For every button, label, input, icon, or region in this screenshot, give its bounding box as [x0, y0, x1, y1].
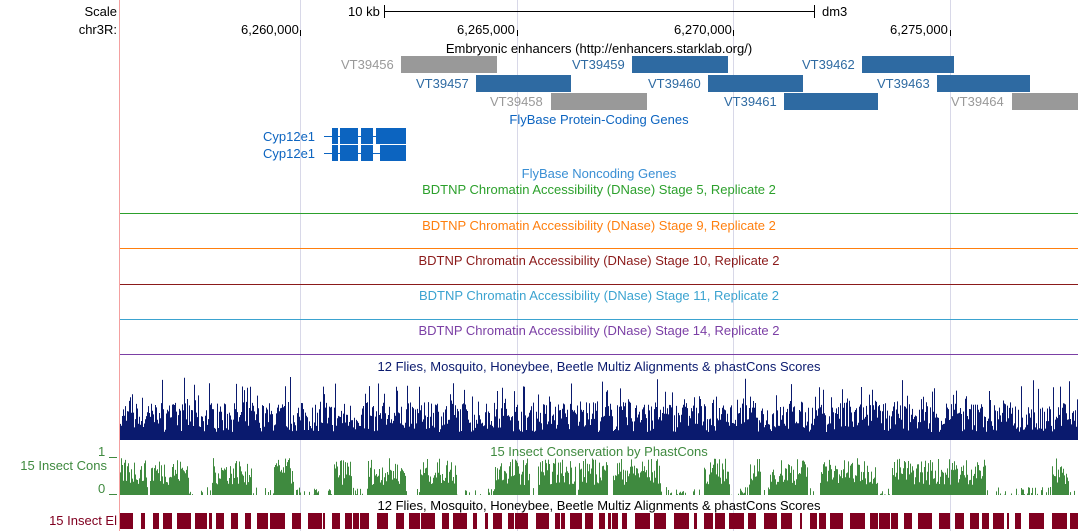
enhancer-label-vt39462[interactable]: VT39462 — [802, 57, 855, 72]
enhancer-feature-vt39458[interactable] — [551, 93, 647, 110]
position-label: 6,270,000 — [674, 22, 732, 37]
dnase-stage9-signal[interactable] — [120, 248, 1078, 249]
enhancers-track-title: Embryonic enhancers (http://enhancers.st… — [445, 41, 753, 56]
dnase-stage5-signal[interactable] — [120, 213, 1078, 214]
enhancer-feature-vt39459[interactable] — [632, 56, 728, 73]
multiz-conservation-wiggle[interactable] — [120, 374, 1078, 440]
enhancer-feature-vt39461[interactable] — [784, 93, 878, 110]
phastcons-track-title: 15 Insect Conservation by PhastCons — [490, 444, 708, 459]
assembly-label: dm3 — [822, 4, 848, 19]
enhancer-label-vt39457[interactable]: VT39457 — [416, 76, 469, 91]
enhancer-label-vt39458[interactable]: VT39458 — [490, 94, 543, 109]
scale-bar — [384, 11, 815, 12]
multiz-track-title: 12 Flies, Mosquito, Honeybee, Beetle Mul… — [377, 359, 821, 374]
enhancer-feature-vt39464[interactable] — [1012, 93, 1078, 110]
scale-bar-right-cap — [814, 5, 815, 18]
enhancer-feature-vt39457[interactable] — [476, 75, 571, 92]
scale-label: Scale — [84, 4, 117, 19]
enhancer-label-vt39459[interactable]: VT39459 — [572, 57, 625, 72]
scale-bar-left-cap — [384, 5, 385, 18]
enhancer-feature-vt39462[interactable] — [862, 56, 954, 73]
genes-track-title: FlyBase Protein-Coding Genes — [509, 112, 689, 127]
dnase-stage5-title: BDTNP Chromatin Accessibility (DNase) St… — [422, 182, 776, 197]
enhancer-feature-vt39463[interactable] — [937, 75, 1030, 92]
scale-bar-text: 10 kb — [348, 4, 380, 19]
position-label: 6,260,000 — [241, 22, 299, 37]
phastcons-axis-max: 1 — [98, 444, 106, 459]
enhancer-feature-vt39456[interactable] — [401, 56, 497, 73]
position-label: 6,265,000 — [457, 22, 515, 37]
phastcons-side-label[interactable]: 15 Insect Cons — [20, 458, 107, 473]
enhancer-label-vt39460[interactable]: VT39460 — [648, 76, 701, 91]
elements-side-label[interactable]: 15 Insect El — [49, 513, 117, 528]
gene-label-cyp12e1[interactable]: Cyp12e1 — [263, 146, 316, 161]
enhancer-label-vt39456[interactable]: VT39456 — [341, 57, 394, 72]
gene-label-cyp12e1[interactable]: Cyp12e1 — [263, 129, 316, 144]
position-label: 6,275,000 — [890, 22, 948, 37]
phastcons-wiggle[interactable] — [120, 458, 1078, 495]
dnase-stage11-signal[interactable] — [120, 319, 1078, 320]
phastcons-axis-min: 0 — [98, 481, 106, 496]
enhancer-label-vt39461[interactable]: VT39461 — [724, 94, 777, 109]
dnase-stage9-title: BDTNP Chromatin Accessibility (DNase) St… — [422, 218, 776, 233]
dnase-stage14-title: BDTNP Chromatin Accessibility (DNase) St… — [418, 323, 780, 338]
noncoding-track-title: FlyBase Noncoding Genes — [521, 166, 677, 181]
elements-track-title: 12 Flies, Mosquito, Honeybee, Beetle Mul… — [377, 498, 821, 513]
enhancer-label-vt39464[interactable]: VT39464 — [951, 94, 1004, 109]
dnase-stage11-title: BDTNP Chromatin Accessibility (DNase) St… — [418, 288, 780, 303]
left-gutter-divider — [119, 0, 120, 531]
conserved-elements-track[interactable] — [120, 513, 1078, 529]
enhancer-feature-vt39460[interactable] — [708, 75, 803, 92]
dnase-stage10-title: BDTNP Chromatin Accessibility (DNase) St… — [418, 253, 780, 268]
gene-model-cyp12e1[interactable] — [324, 128, 406, 162]
dnase-stage14-signal[interactable] — [120, 354, 1078, 355]
enhancer-label-vt39463[interactable]: VT39463 — [877, 76, 930, 91]
chrom-label: chr3R: — [78, 22, 117, 37]
dnase-stage10-signal[interactable] — [120, 284, 1078, 285]
